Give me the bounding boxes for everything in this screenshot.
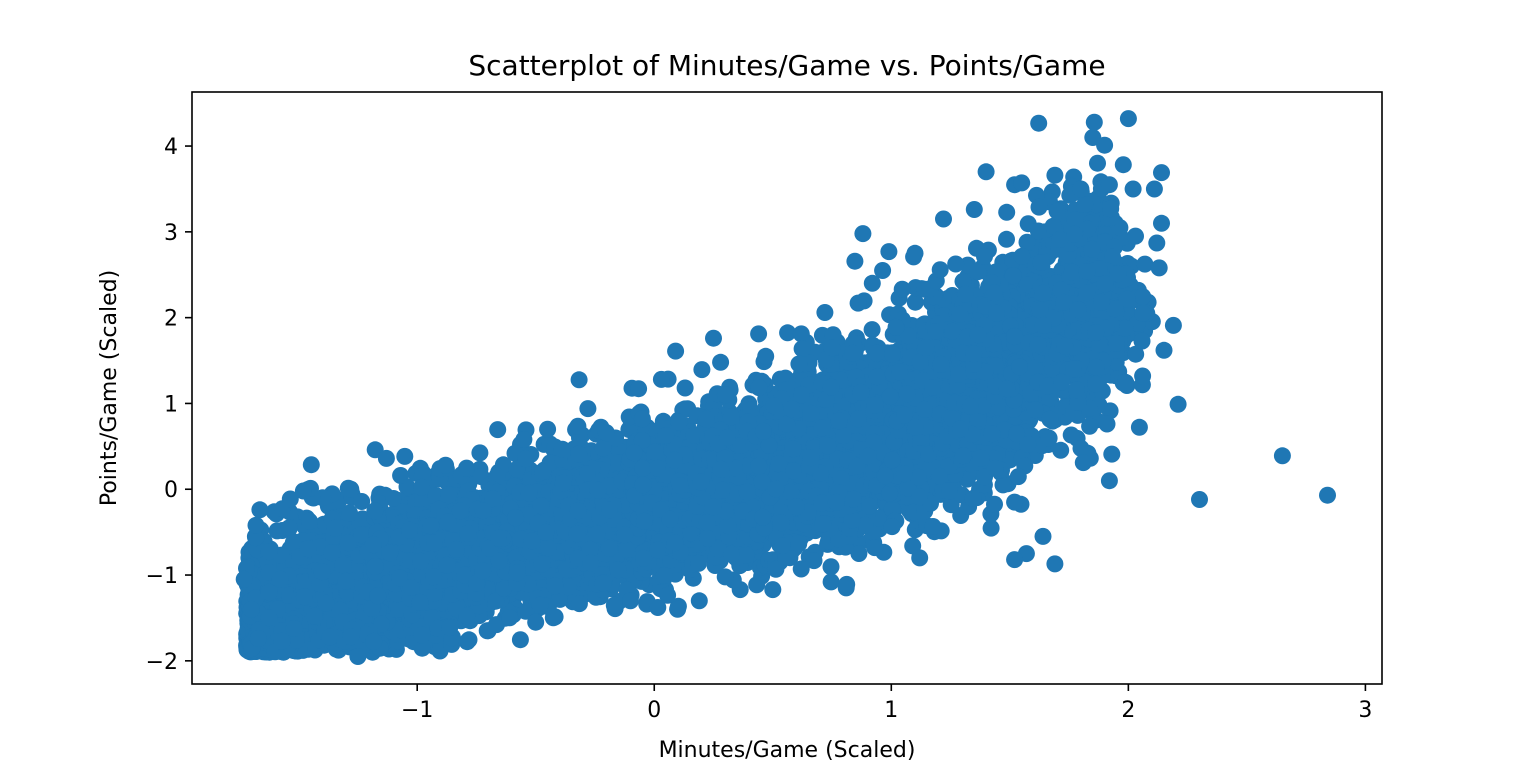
data-point (326, 519, 344, 537)
data-point (411, 593, 429, 611)
data-point (501, 609, 519, 627)
data-point (441, 619, 459, 637)
data-point (451, 502, 469, 520)
data-point (517, 450, 535, 468)
data-point (285, 620, 303, 637)
data-point (260, 583, 278, 601)
data-point (508, 564, 526, 582)
data-point (447, 540, 465, 558)
data-point (532, 497, 550, 515)
data-point (366, 502, 384, 520)
data-point (531, 596, 549, 614)
data-point (366, 558, 384, 575)
data-point (440, 486, 458, 504)
data-point (251, 501, 269, 519)
data-point (295, 588, 313, 606)
data-point (260, 609, 278, 627)
data-point (313, 563, 331, 581)
data-point (458, 607, 476, 625)
data-point (280, 519, 298, 537)
data-point (341, 504, 358, 522)
data-point (369, 587, 387, 605)
data-point (570, 371, 588, 389)
data-point (323, 544, 341, 562)
data-point (271, 570, 289, 588)
data-point (401, 521, 418, 539)
data-point (385, 490, 402, 507)
data-point (260, 543, 278, 561)
data-point (553, 440, 571, 458)
data-point (605, 596, 623, 614)
data-point (507, 509, 525, 527)
data-point (458, 459, 476, 477)
data-point (471, 444, 489, 462)
data-point (302, 456, 320, 474)
data-point (546, 577, 564, 595)
data-point (570, 595, 588, 613)
chart-title: Scatterplot of Minutes/Game vs. Points/G… (468, 49, 1105, 82)
data-point (422, 517, 440, 535)
data-point (321, 628, 339, 646)
data-point (489, 421, 507, 439)
data-point (396, 447, 414, 465)
data-point (381, 544, 399, 562)
data-point (365, 633, 383, 650)
data-point (489, 529, 507, 547)
data-point (520, 484, 538, 502)
data-point (458, 633, 476, 651)
data-point (413, 478, 431, 496)
data-point (337, 572, 355, 590)
data-point (305, 607, 323, 625)
data-point (511, 631, 529, 649)
data-point (299, 540, 317, 558)
data-point (412, 552, 430, 570)
data-point (438, 556, 456, 574)
data-point (459, 525, 477, 542)
data-point (364, 536, 382, 554)
data-point (533, 555, 551, 573)
data-point (474, 562, 492, 580)
data-point (426, 534, 443, 552)
data-points (235, 110, 1336, 665)
data-point (425, 568, 443, 586)
data-point (301, 512, 318, 530)
data-point (539, 539, 557, 557)
data-point (474, 502, 492, 520)
